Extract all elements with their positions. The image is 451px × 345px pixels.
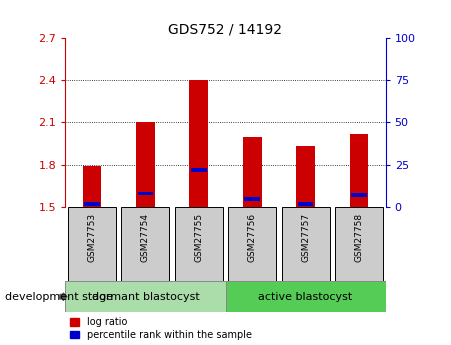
Text: active blastocyst: active blastocyst <box>258 292 353 302</box>
Text: GSM27755: GSM27755 <box>194 213 203 262</box>
Text: dormant blastocyst: dormant blastocyst <box>92 292 199 302</box>
Bar <box>350 134 368 207</box>
Text: GSM27758: GSM27758 <box>354 213 364 262</box>
Bar <box>296 146 315 207</box>
Bar <box>189 80 208 207</box>
Bar <box>68 207 116 281</box>
Bar <box>121 207 170 281</box>
Bar <box>83 166 101 207</box>
Bar <box>138 191 153 196</box>
Legend: log ratio, percentile rank within the sample: log ratio, percentile rank within the sa… <box>70 317 252 340</box>
Bar <box>136 122 155 207</box>
Text: GSM27753: GSM27753 <box>87 213 97 262</box>
Bar <box>191 168 207 172</box>
Bar <box>298 201 313 206</box>
Title: GDS752 / 14192: GDS752 / 14192 <box>169 23 282 37</box>
Bar <box>84 201 100 206</box>
Bar <box>226 281 386 312</box>
Text: development stage: development stage <box>5 292 113 302</box>
Bar <box>228 207 276 281</box>
Bar <box>351 193 367 197</box>
Bar <box>335 207 383 281</box>
Bar <box>243 137 262 207</box>
Text: GSM27756: GSM27756 <box>248 213 257 262</box>
Bar <box>65 281 226 312</box>
Text: GSM27757: GSM27757 <box>301 213 310 262</box>
Bar <box>244 197 260 200</box>
Bar <box>281 207 330 281</box>
Bar <box>175 207 223 281</box>
Text: GSM27754: GSM27754 <box>141 213 150 262</box>
